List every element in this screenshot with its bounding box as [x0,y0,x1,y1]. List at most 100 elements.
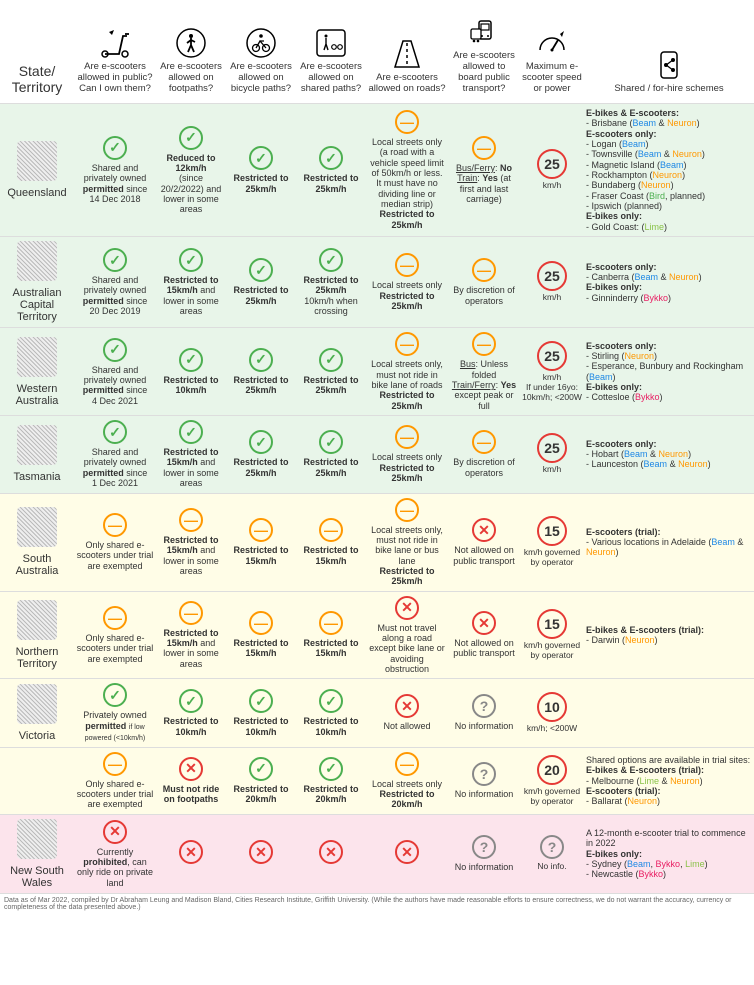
state-cell: Victoria [0,679,74,746]
cell-roads-text: Local streets only, must not ride in bik… [368,525,446,587]
cell-ownership-status-icon: ✓ [103,136,127,160]
state-cell: New South Wales [0,815,74,893]
cell-speed: 25km/hIf under 16yo: 10km/h; <200W [520,328,584,415]
cell-footpaths-text: Restricted to 10km/h [158,716,224,737]
cell-schemes-text: E-bikes & E-scooters (trial):- Darwin (N… [586,625,704,646]
state-map-icon [17,507,57,547]
cell-bikepaths-text: Restricted to 15km/h [228,638,294,659]
table-row: Tasmania ✓Shared and privately owned per… [0,416,754,493]
header-ownership: Are e-scooters allowed in public? Can I … [74,22,156,99]
cell-sharedpaths-text: Restricted to 15km/h [298,545,364,566]
header-sharedpaths: Are e-scooters allowed on shared paths? [296,22,366,99]
cell-speed: 20km/h governed by operator [520,748,584,814]
table-row: Queensland ✓Shared and privately owned p… [0,104,754,237]
cell-transport-text: By discretion of operators [450,285,518,306]
cell-roads-text: Local streets onlyRestricted to 25km/h [368,452,446,483]
state-name: Western Australia [2,383,72,407]
cell-ownership: —Only shared e-scooters under trial are … [74,748,156,814]
cell-ownership-status-icon: — [103,513,127,537]
speed-limit-icon: 15 [537,609,567,639]
cell-schemes: E-scooters only:- Hobart (Beam & Neuron)… [584,416,754,492]
state-cell: South Australia [0,494,74,591]
cell-footpaths-status-icon: ✓ [179,126,203,150]
cell-footpaths: ✓Restricted to 10km/h [156,328,226,415]
cell-bikepaths: —Restricted to 15km/h [226,494,296,591]
cell-transport-status-icon: — [472,258,496,282]
cell-footpaths-text: Must not ride on footpaths [158,784,224,805]
cell-ownership: ✓Shared and privately owned permitted si… [74,104,156,236]
cell-transport-status-icon: ? [472,835,496,859]
cell-schemes: E-scooters only:- Canberra (Beam & Neuro… [584,237,754,327]
share-icon [654,48,684,82]
cell-footpaths-text: Restricted to 10km/h [158,375,224,396]
state-cell: Queensland [0,104,74,236]
cell-transport: ✕Not allowed on public transport [448,592,520,679]
speed-limit-icon: 15 [537,516,567,546]
cell-footpaths: ✓ Reduced to 12km/h(since 20/2/2022) and … [156,104,226,236]
state-cell: Western Australia [0,328,74,415]
cell-bikepaths: ✓Restricted to 25km/h [226,104,296,236]
cell-footpaths-status-icon: ✓ [179,248,203,272]
cell-schemes-text: E-scooters only:- Hobart (Beam & Neuron)… [586,439,711,470]
cell-footpaths-status-icon: ✕ [179,757,203,781]
cell-bikepaths-status-icon: ✓ [249,757,273,781]
cell-footpaths-text: Reduced to 12km/h(since 20/2/2022) and l… [158,153,224,215]
table-row: South Australia — Only shared e-scooters … [0,494,754,592]
cell-transport: —Bus: Unless foldedTrain/Ferry: Yes exce… [448,328,520,415]
cell-transport-text: Bus: Unless foldedTrain/Ferry: Yes excep… [450,359,518,411]
cell-roads: —Local streets only(a road with a vehicl… [366,104,448,236]
cell-sharedpaths-status-icon: — [319,611,343,635]
cell-ownership-status-icon: ✓ [103,420,127,444]
cell-ownership: ✓Shared and privately owned permitted si… [74,328,156,415]
state-name: New South Wales [2,865,72,889]
cell-bikepaths-text: Restricted to 20km/h [228,784,294,805]
cell-sharedpaths: ✓Restricted to 25km/h [296,328,366,415]
cell-speed-text: km/h governed by operator [522,548,582,568]
speed-limit-icon: 25 [537,261,567,291]
cell-schemes-text: E-scooters only:- Canberra (Beam & Neuro… [586,262,702,303]
cell-sharedpaths-status-icon: ✓ [319,689,343,713]
table-body: Queensland ✓Shared and privately owned p… [0,104,754,894]
cell-ownership-text: Privately owned permitted if low powered… [76,710,154,742]
cell-schemes: E-bikes & E-scooters:- Brisbane (Beam & … [584,104,754,236]
cell-ownership-text: Currently prohibited, can only ride on p… [76,847,154,888]
header-footpaths: Are e-scooters allowed on footpaths? [156,22,226,99]
cell-ownership: — Only shared e-scooters under trial are … [74,494,156,591]
table-row: Australian Capital Territory ✓Shared and… [0,237,754,328]
cell-footpaths: ✓Restricted to 15km/h and lower in some … [156,237,226,327]
state-name: Northern Territory [2,646,72,670]
cell-sharedpaths-status-icon: ✓ [319,757,343,781]
cell-ownership: ✓Shared and privately owned permitted si… [74,416,156,492]
cell-schemes: A 12-month e-scooter trial to commence i… [584,815,754,893]
cell-sharedpaths-text: Restricted to 25km/h [298,457,364,478]
pedestrian-icon [176,26,206,60]
cell-bikepaths: — Restricted to 15km/h [226,592,296,679]
cell-speed-text: km/h [543,465,561,475]
cell-sharedpaths: ✓ Restricted to 25km/h [296,104,366,236]
cell-bikepaths-status-icon: — [249,611,273,635]
state-name: Tasmania [13,471,60,483]
cell-footpaths-text: Restricted to 15km/h and lower in some a… [158,535,224,576]
cell-bikepaths-status-icon: ✓ [249,258,273,282]
cell-sharedpaths-text: Restricted to 25km/h [298,173,364,194]
cell-sharedpaths-status-icon: — [319,518,343,542]
cell-ownership-text: Only shared e-scooters under trial are e… [76,540,154,571]
cell-footpaths-text: Restricted to 15km/h and lower in some a… [158,447,224,488]
cell-bikepaths-status-icon: ✕ [249,840,273,864]
cell-transport-status-icon: ? [472,694,496,718]
cell-transport-status-icon: ? [472,762,496,786]
state-cell-empty [0,748,74,814]
cell-roads: —Local streets onlyRestricted to 25km/h [366,237,448,327]
cell-sharedpaths-status-icon: ✓ [319,146,343,170]
cell-roads: —Local streets only, must not ride in bi… [366,328,448,415]
cell-speed-text: km/hIf under 16yo: 10km/h; <200W [522,373,582,402]
cell-speed: 10km/h; <200W [520,679,584,746]
cell-footpaths-status-icon: ✕ [179,840,203,864]
state-map-icon [17,241,57,281]
speed-limit-icon: 20 [537,755,567,785]
speed-limit-icon: 25 [537,433,567,463]
cell-bikepaths-status-icon: ✓ [249,689,273,713]
cell-roads: ✕Not allowed [366,679,448,746]
state-name: South Australia [2,553,72,577]
speed-limit-icon: 25 [537,341,567,371]
